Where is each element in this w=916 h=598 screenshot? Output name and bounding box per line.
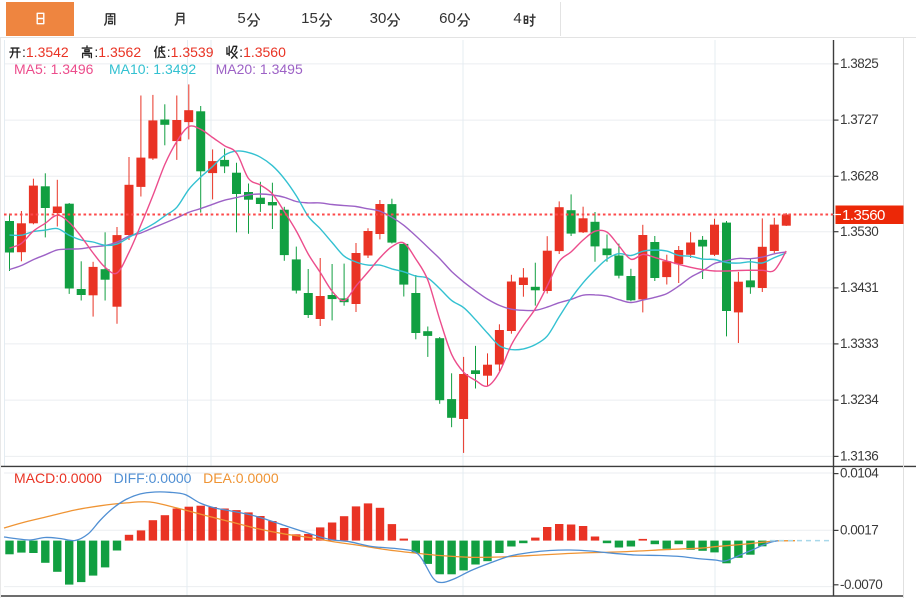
svg-text:1.3136: 1.3136 (840, 448, 878, 463)
svg-text:0.0017: 0.0017 (840, 522, 878, 537)
svg-text:-0.0070: -0.0070 (840, 577, 882, 592)
svg-text:1.3530: 1.3530 (840, 224, 878, 239)
svg-text:1.3628: 1.3628 (840, 168, 878, 183)
svg-text:1.3825: 1.3825 (840, 56, 878, 71)
svg-text:1.3431: 1.3431 (840, 280, 878, 295)
svg-text:1.3560: 1.3560 (842, 207, 885, 224)
svg-text:1.3234: 1.3234 (840, 392, 879, 407)
svg-text:1.3333: 1.3333 (840, 336, 878, 351)
svg-text:0.0104: 0.0104 (840, 466, 879, 481)
svg-text:1.3727: 1.3727 (840, 112, 878, 127)
